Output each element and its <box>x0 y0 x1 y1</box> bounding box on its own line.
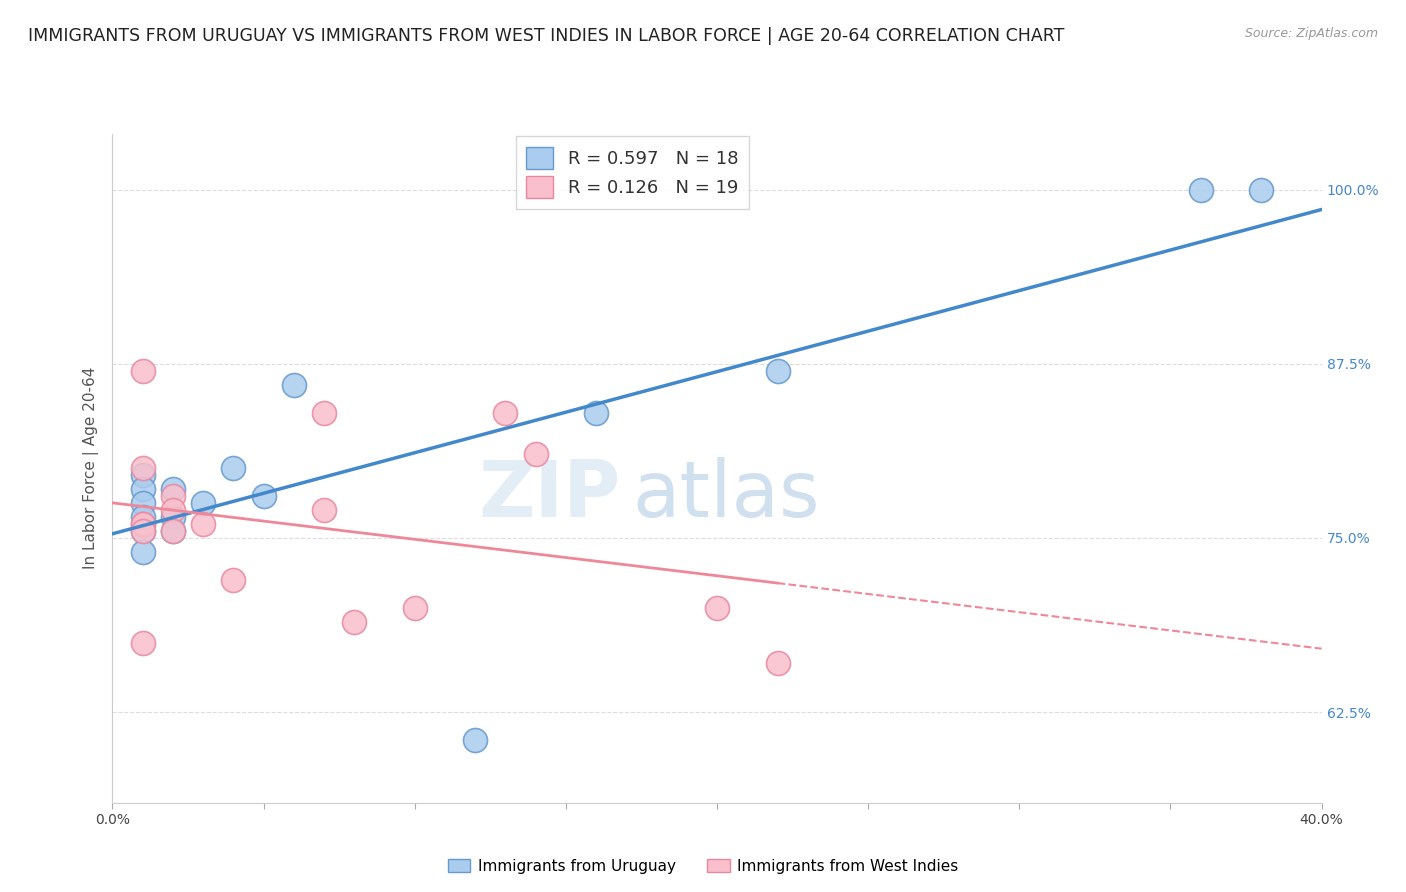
Point <box>132 524 155 538</box>
Point <box>314 503 336 517</box>
Y-axis label: In Labor Force | Age 20-64: In Labor Force | Age 20-64 <box>83 368 98 569</box>
Text: Source: ZipAtlas.com: Source: ZipAtlas.com <box>1244 27 1378 40</box>
Point <box>222 573 245 587</box>
Point <box>132 517 155 532</box>
Point <box>162 489 184 503</box>
Point <box>162 482 184 496</box>
Point <box>464 733 486 747</box>
Point <box>132 635 155 649</box>
Text: ZIP: ZIP <box>478 457 620 533</box>
Point <box>253 489 276 503</box>
Point <box>1189 183 1212 197</box>
Point <box>132 510 155 524</box>
Point <box>404 600 426 615</box>
Point <box>314 406 336 420</box>
Point <box>283 377 305 392</box>
Point <box>524 447 547 461</box>
Point <box>132 517 155 532</box>
Point <box>132 524 155 538</box>
Point <box>132 468 155 483</box>
Point <box>132 496 155 510</box>
Point <box>132 482 155 496</box>
Point <box>132 461 155 475</box>
Point <box>191 517 214 532</box>
Point <box>343 615 366 629</box>
Legend: Immigrants from Uruguay, Immigrants from West Indies: Immigrants from Uruguay, Immigrants from… <box>441 853 965 880</box>
Point <box>222 461 245 475</box>
Point <box>766 364 789 378</box>
Point <box>162 510 184 524</box>
Point <box>585 406 607 420</box>
Legend: R = 0.597   N = 18, R = 0.126   N = 19: R = 0.597 N = 18, R = 0.126 N = 19 <box>516 136 749 209</box>
Point <box>132 364 155 378</box>
Point <box>162 503 184 517</box>
Text: atlas: atlas <box>633 457 820 533</box>
Point <box>1250 183 1272 197</box>
Point <box>162 524 184 538</box>
Point <box>495 406 517 420</box>
Point <box>706 600 728 615</box>
Point <box>191 496 214 510</box>
Point <box>162 524 184 538</box>
Point <box>766 657 789 671</box>
Point <box>132 545 155 559</box>
Text: IMMIGRANTS FROM URUGUAY VS IMMIGRANTS FROM WEST INDIES IN LABOR FORCE | AGE 20-6: IMMIGRANTS FROM URUGUAY VS IMMIGRANTS FR… <box>28 27 1064 45</box>
